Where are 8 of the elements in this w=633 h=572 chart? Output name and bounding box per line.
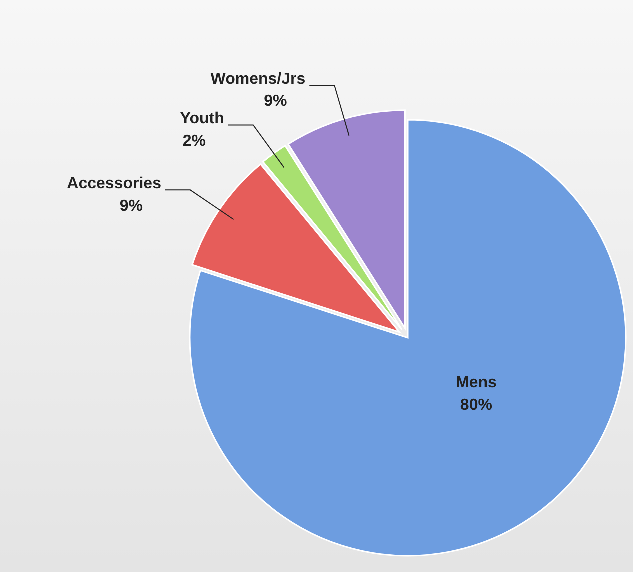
slice-label: Mens [456,374,497,392]
data-label: 9% [264,93,288,110]
data-label: 80% [460,397,492,414]
slice-label: Youth [180,110,224,128]
slice-label: Womens/Jrs [210,70,306,88]
slice-label: Accessories [67,176,162,193]
data-label: 2% [182,133,206,150]
data-label: 9% [120,198,144,215]
